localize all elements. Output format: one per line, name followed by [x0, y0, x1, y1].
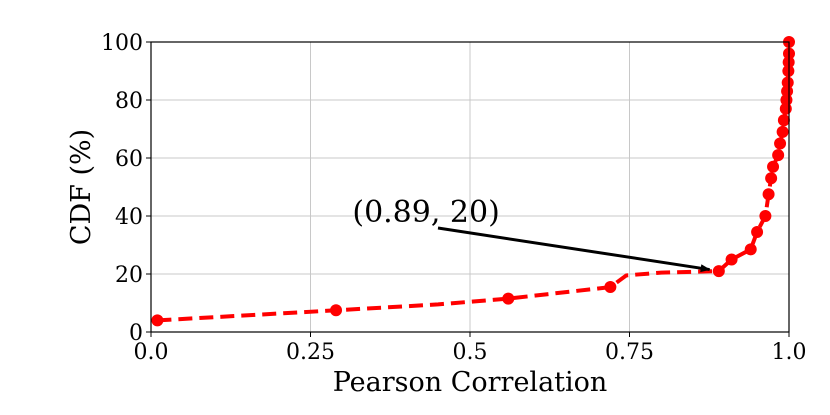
data-point-14 — [776, 125, 789, 138]
y-tick-label-4: 80 — [115, 89, 143, 114]
markers-layer — [151, 36, 795, 327]
x-tick-label-4: 1.0 — [772, 340, 807, 365]
annotation-label-0: (0.89, 20) — [352, 195, 499, 230]
data-point-3 — [604, 281, 617, 294]
data-point-12 — [772, 149, 785, 162]
y-tick-label-5: 100 — [101, 31, 143, 56]
data-point-15 — [777, 114, 790, 127]
x-tick-label-0: 0.0 — [134, 340, 169, 365]
x-axis-title: Pearson Correlation — [333, 367, 608, 398]
annotation-layer: (0.89, 20) — [352, 195, 711, 273]
x-tick-label-2: 0.5 — [453, 340, 488, 365]
data-point-1 — [330, 304, 343, 317]
x-tick-label-1: 0.25 — [286, 340, 335, 365]
data-point-2 — [502, 292, 515, 305]
data-point-9 — [762, 188, 775, 201]
grid — [151, 42, 789, 332]
y-tick-label-1: 20 — [115, 263, 143, 288]
data-point-8 — [759, 210, 772, 222]
annotation-arrow-0 — [437, 226, 711, 273]
y-tick-label-2: 40 — [115, 205, 143, 230]
data-point-0 — [151, 314, 164, 327]
series-layer — [157, 42, 791, 323]
data-point-10 — [765, 172, 778, 185]
y-axis-title: CDF (%) — [66, 129, 97, 245]
data-point-18 — [781, 85, 794, 98]
data-point-6 — [744, 243, 757, 256]
x-tick-label-3: 0.75 — [605, 340, 654, 365]
y-tick-label-3: 60 — [115, 147, 143, 172]
y-tick-label-0: 0 — [129, 321, 143, 346]
series-line-0 — [157, 42, 791, 323]
x-axis-ticks: 0.0 0.25 0.5 0.75 1.0 — [134, 332, 807, 365]
data-point-4 — [712, 265, 725, 278]
data-point-19 — [781, 76, 794, 89]
data-point-7 — [751, 225, 764, 238]
data-point-5 — [725, 253, 738, 266]
data-point-20 — [782, 65, 795, 77]
data-point-13 — [774, 137, 787, 150]
data-point-11 — [767, 160, 780, 173]
y-axis-ticks: 0 20 40 60 80 100 — [101, 31, 151, 346]
